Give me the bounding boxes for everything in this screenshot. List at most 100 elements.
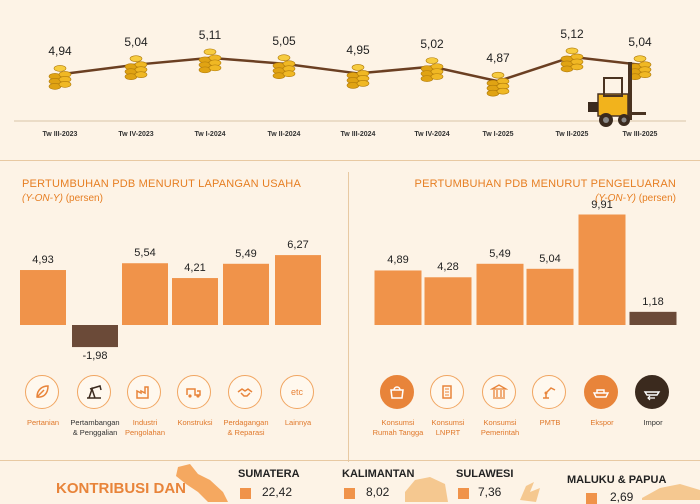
coin-stack-point xyxy=(346,64,370,89)
forklift-icon xyxy=(588,62,646,127)
category-label: Lainnya xyxy=(284,418,312,427)
quarter-tick-label: Tw I-2024 xyxy=(194,131,226,138)
vertical-divider xyxy=(348,172,349,462)
bar-konsumsi-rumah-tangga xyxy=(374,270,422,325)
right-chart-title: PERTUMBUHAN PDB MENURUT PENGELUARAN xyxy=(414,178,676,190)
bar-pertambangan-penggalian xyxy=(72,325,118,348)
category-label: Konstruksi xyxy=(177,418,213,427)
category-label: Perdagangan & Reparasi xyxy=(223,418,269,437)
quarter-value-label: 5,05 xyxy=(272,33,296,48)
quarter-value-label: 5,11 xyxy=(198,27,222,42)
right-chart-subtitle: (Y-ON-Y) (persen) xyxy=(595,193,676,204)
quarter-tick-label: Tw II-2024 xyxy=(267,131,301,138)
bar-konsumsi-pemerintah xyxy=(476,263,524,325)
quarter-tick-label: Tw III-2023 xyxy=(42,131,78,138)
region-name-sumatera: SUMATERA xyxy=(238,468,300,480)
bar-value-label: -1,98 xyxy=(82,350,108,363)
category-label: PMTB xyxy=(539,418,561,427)
bar-ekspor xyxy=(578,214,626,325)
bar-value-label: 5,49 xyxy=(235,247,257,260)
quarter-tick-label: Tw I-2025 xyxy=(482,131,514,138)
bar-value-label: 9,91 xyxy=(591,198,613,211)
building-icon xyxy=(430,375,464,409)
category-label: Impor xyxy=(643,418,663,427)
papua-map-icon xyxy=(642,484,700,500)
quarter-value-label: 4,87 xyxy=(486,51,510,66)
region-square-maluku-papua xyxy=(586,493,597,504)
coin-stack-point xyxy=(420,57,444,82)
quarter-tick-label: Tw IV-2024 xyxy=(414,131,450,138)
quarter-value-label: 5,04 xyxy=(124,34,148,49)
bar-perdagangan-reparasi xyxy=(223,263,269,325)
quarter-value-label: 4,94 xyxy=(48,44,72,59)
category-label: Konsumsi LNPRT xyxy=(431,418,465,437)
bar-pertanian xyxy=(20,270,66,325)
leaf-icon xyxy=(25,375,59,409)
bar-value-label: 4,28 xyxy=(437,261,459,274)
quarter-tick-label: Tw III-2025 xyxy=(622,131,658,138)
quarter-tick-label: Tw IV-2023 xyxy=(118,131,154,138)
kalimantan-map-icon xyxy=(405,477,448,502)
bottom-divider xyxy=(0,460,700,461)
coin-stack-point xyxy=(560,47,584,73)
category-label: Pertambangan & Penggalian xyxy=(70,418,120,437)
coin-stack-point xyxy=(486,71,510,97)
category-label: Ekspor xyxy=(590,418,614,427)
region-value-sumatera: 22,42 xyxy=(262,485,293,499)
ship-import-icon xyxy=(635,375,669,409)
oil-pump-icon xyxy=(77,375,111,409)
quarter-tick-label: Tw III-2024 xyxy=(340,131,376,138)
sector-growth-bar-chart xyxy=(20,255,321,348)
coin-stack-point xyxy=(272,54,296,80)
shopping-bag-icon xyxy=(380,375,414,409)
region-name-maluku-papua: MALUKU & PAPUA xyxy=(567,474,667,486)
ship-export-icon xyxy=(584,375,618,409)
expenditure-growth-bar-chart xyxy=(374,214,677,325)
bar-value-label: 6,27 xyxy=(287,239,309,252)
region-value-kalimantan: 8,02 xyxy=(366,485,390,499)
bar-impor xyxy=(629,311,677,325)
government-icon xyxy=(482,375,516,409)
coin-stack-point xyxy=(198,48,222,74)
bar-value-label: 5,54 xyxy=(134,247,156,260)
left-chart-title: PERTUMBUHAN PDB MENURUT LAPANGAN USAHA xyxy=(22,178,301,190)
sumatera-map-icon xyxy=(176,464,228,502)
quarter-value-label: 5,12 xyxy=(560,26,584,41)
bar-value-label: 5,04 xyxy=(539,252,561,265)
bar-value-label: 4,89 xyxy=(387,254,409,267)
quarter-value-label: 5,04 xyxy=(628,34,652,49)
region-square-sumatera xyxy=(240,488,251,499)
etc-icon: etc xyxy=(280,375,314,409)
category-label: Pertanian xyxy=(26,418,60,427)
bar-konsumsi-lnprt xyxy=(424,277,472,325)
section-divider xyxy=(0,160,700,161)
handshake-icon xyxy=(228,375,262,409)
region-square-kalimantan xyxy=(344,488,355,499)
robot-arm-icon xyxy=(532,375,566,409)
bar-value-label: 5,49 xyxy=(489,247,511,260)
category-label: Industri Pengolahan xyxy=(124,418,166,437)
region-name-sulawesi: SULAWESI xyxy=(456,468,514,480)
coin-stack-point xyxy=(124,55,148,80)
category-label: Konsumsi Rumah Tangga xyxy=(372,418,424,437)
bar-lainnya xyxy=(275,255,321,325)
bar-value-label: 4,93 xyxy=(32,254,54,267)
bar-konstruksi xyxy=(172,278,218,325)
left-chart-subtitle: (Y-ON-Y) (persen) xyxy=(22,193,103,204)
factory-icon xyxy=(127,375,161,409)
region-value-maluku-papua: 2,69 xyxy=(610,490,634,504)
bar-pmtb xyxy=(526,268,574,325)
region-square-sulawesi xyxy=(458,488,469,499)
region-name-kalimantan: KALIMANTAN xyxy=(342,468,415,480)
cement-truck-icon xyxy=(177,375,211,409)
bar-value-label: 4,21 xyxy=(184,262,206,275)
category-label: Konsumsi Pemerintah xyxy=(480,418,520,437)
kontribusi-title: KONTRIBUSI DAN xyxy=(56,480,186,497)
quarter-value-label: 5,02 xyxy=(420,36,444,51)
bar-value-label: 1,18 xyxy=(642,295,664,308)
sulawesi-map-icon xyxy=(520,482,540,502)
quarter-value-label: 4,95 xyxy=(346,43,370,58)
quarter-tick-label: Tw II-2025 xyxy=(555,131,589,138)
bar-industri-pengolahan xyxy=(122,263,168,325)
coin-stack-point xyxy=(48,65,72,90)
